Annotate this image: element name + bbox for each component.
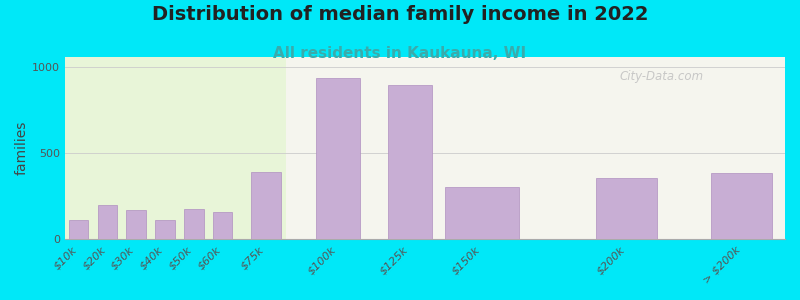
Bar — [155, 220, 174, 239]
Bar — [65, 57, 286, 239]
Text: All residents in Kaukauna, WI: All residents in Kaukauna, WI — [274, 46, 526, 62]
Bar — [316, 78, 360, 239]
Bar — [251, 172, 281, 239]
Bar — [596, 178, 657, 239]
Bar — [126, 210, 146, 239]
Bar — [184, 209, 204, 239]
Bar — [388, 85, 432, 239]
Y-axis label: families: families — [15, 121, 29, 175]
Bar — [69, 220, 88, 239]
Bar — [213, 212, 233, 239]
Text: City-Data.com: City-Data.com — [619, 70, 703, 83]
Bar — [711, 173, 772, 239]
Bar — [446, 187, 519, 239]
Text: Distribution of median family income in 2022: Distribution of median family income in … — [152, 4, 648, 23]
Bar — [98, 205, 117, 239]
